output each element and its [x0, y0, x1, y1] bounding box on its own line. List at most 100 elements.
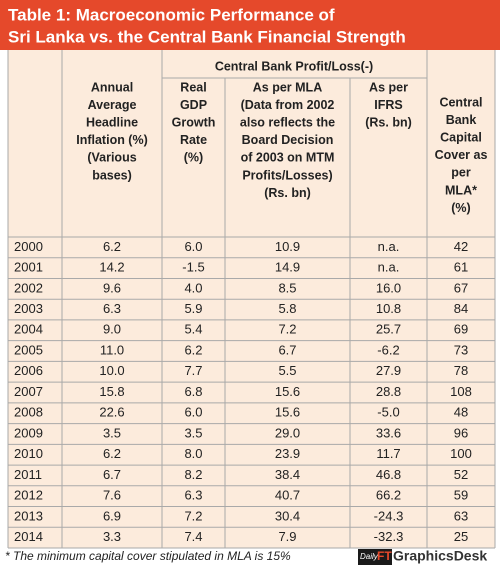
column-header: MLA*	[445, 183, 477, 197]
value-cell: 9.6	[103, 280, 121, 295]
value-cell: 6.2	[103, 446, 121, 461]
value-cell: 7.6	[103, 488, 121, 503]
value-cell: -6.2	[377, 342, 399, 357]
logo-ft: FT	[377, 549, 392, 563]
column-header: IFRS	[374, 98, 402, 112]
value-cell: 6.7	[103, 467, 121, 482]
value-cell: 96	[454, 425, 468, 440]
value-cell: 3.5	[184, 425, 202, 440]
group-header: Central Bank Profit/Loss(-)	[215, 59, 373, 73]
column-header: Annual	[91, 80, 133, 94]
year-cell: 2013	[14, 508, 43, 523]
value-cell: 7.9	[278, 529, 296, 544]
year-cell: 2003	[14, 301, 43, 316]
year-cell: 2011	[14, 467, 42, 482]
value-cell: 16.0	[376, 280, 401, 295]
year-cell: 2004	[14, 322, 43, 337]
year-cell: 2005	[14, 342, 43, 357]
column-header: Growth	[172, 115, 216, 129]
year-cell: 2007	[14, 384, 43, 399]
column-header: (Rs. bn)	[365, 115, 412, 129]
value-cell: -24.3	[374, 508, 404, 523]
column-header: Cover as	[435, 148, 488, 162]
value-cell: 42	[454, 239, 468, 254]
value-cell: 14.2	[99, 260, 124, 275]
logo-daily: Daily	[360, 552, 379, 561]
column-header: Bank	[446, 113, 477, 127]
value-cell: 8.5	[278, 280, 296, 295]
value-cell: 61	[454, 260, 468, 275]
value-cell: 14.9	[275, 260, 300, 275]
title-bar	[0, 0, 500, 50]
value-cell: 6.9	[103, 508, 121, 523]
value-cell: 73	[454, 342, 468, 357]
value-cell: 7.2	[184, 508, 202, 523]
value-cell: 8.2	[184, 467, 202, 482]
value-cell: 29.0	[275, 425, 300, 440]
value-cell: 27.9	[376, 363, 401, 378]
year-cell: 2014	[14, 529, 43, 544]
year-cell: 2009	[14, 425, 43, 440]
value-cell: 15.8	[99, 384, 124, 399]
value-cell: 15.6	[275, 384, 300, 399]
year-cell: 2002	[14, 280, 43, 295]
value-cell: 3.5	[103, 425, 121, 440]
column-header: of 2003 on MTM	[241, 151, 335, 165]
value-cell: 10.9	[275, 239, 300, 254]
footnote: * The minimum capital cover stipulated i…	[5, 549, 291, 563]
value-cell: 25	[454, 529, 468, 544]
value-cell: 5.8	[278, 301, 296, 316]
column-header: (Various	[87, 151, 136, 165]
value-cell: 100	[450, 446, 472, 461]
value-cell: 6.3	[103, 301, 121, 316]
value-cell: 5.9	[184, 301, 202, 316]
value-cell: 3.3	[103, 529, 121, 544]
value-cell: 10.0	[99, 363, 124, 378]
value-cell: 23.9	[275, 446, 300, 461]
column-header: Average	[88, 98, 137, 112]
column-header: (%)	[451, 201, 470, 215]
value-cell: 78	[454, 363, 468, 378]
value-cell: 11.7	[376, 446, 400, 461]
value-cell: 69	[454, 322, 468, 337]
value-cell: 7.4	[184, 529, 202, 544]
value-cell: 4.0	[184, 280, 202, 295]
column-header: Profits/Losses)	[242, 168, 332, 182]
value-cell: 67	[454, 280, 468, 295]
value-cell: 8.0	[184, 446, 202, 461]
value-cell: 11.0	[100, 342, 124, 357]
value-cell: -32.3	[374, 529, 404, 544]
value-cell: 33.6	[376, 425, 401, 440]
value-cell: 59	[454, 488, 468, 503]
value-cell: 6.8	[184, 384, 202, 399]
column-header: GDP	[180, 98, 207, 112]
year-cell: 2008	[14, 405, 43, 420]
title-line: Table 1: Macroeconomic Performance of	[8, 5, 335, 24]
value-cell: 40.7	[275, 488, 300, 503]
column-header: As per MLA	[253, 80, 322, 94]
value-cell: 38.4	[275, 467, 300, 482]
column-header: Real	[180, 80, 206, 94]
value-cell: 5.5	[278, 363, 296, 378]
value-cell: 6.0	[184, 405, 202, 420]
value-cell: 6.2	[184, 342, 202, 357]
value-cell: 108	[450, 384, 472, 399]
value-cell: 6.3	[184, 488, 202, 503]
value-cell: 84	[454, 301, 468, 316]
value-cell: 6.7	[278, 342, 296, 357]
value-cell: 52	[454, 467, 468, 482]
value-cell: 25.7	[376, 322, 401, 337]
value-cell: 15.6	[275, 405, 300, 420]
year-cell: 2000	[14, 239, 43, 254]
year-cell: 2006	[14, 363, 43, 378]
value-cell: 6.2	[103, 239, 121, 254]
column-header: (%)	[184, 151, 203, 165]
column-header: Rate	[180, 133, 207, 147]
value-cell: 28.8	[376, 384, 401, 399]
title-line: Sri Lanka vs. the Central Bank Financial…	[8, 27, 406, 46]
value-cell: 46.8	[376, 467, 401, 482]
value-cell: -1.5	[182, 260, 204, 275]
column-header: also reflects the	[240, 115, 335, 129]
value-cell: 9.0	[103, 322, 121, 337]
